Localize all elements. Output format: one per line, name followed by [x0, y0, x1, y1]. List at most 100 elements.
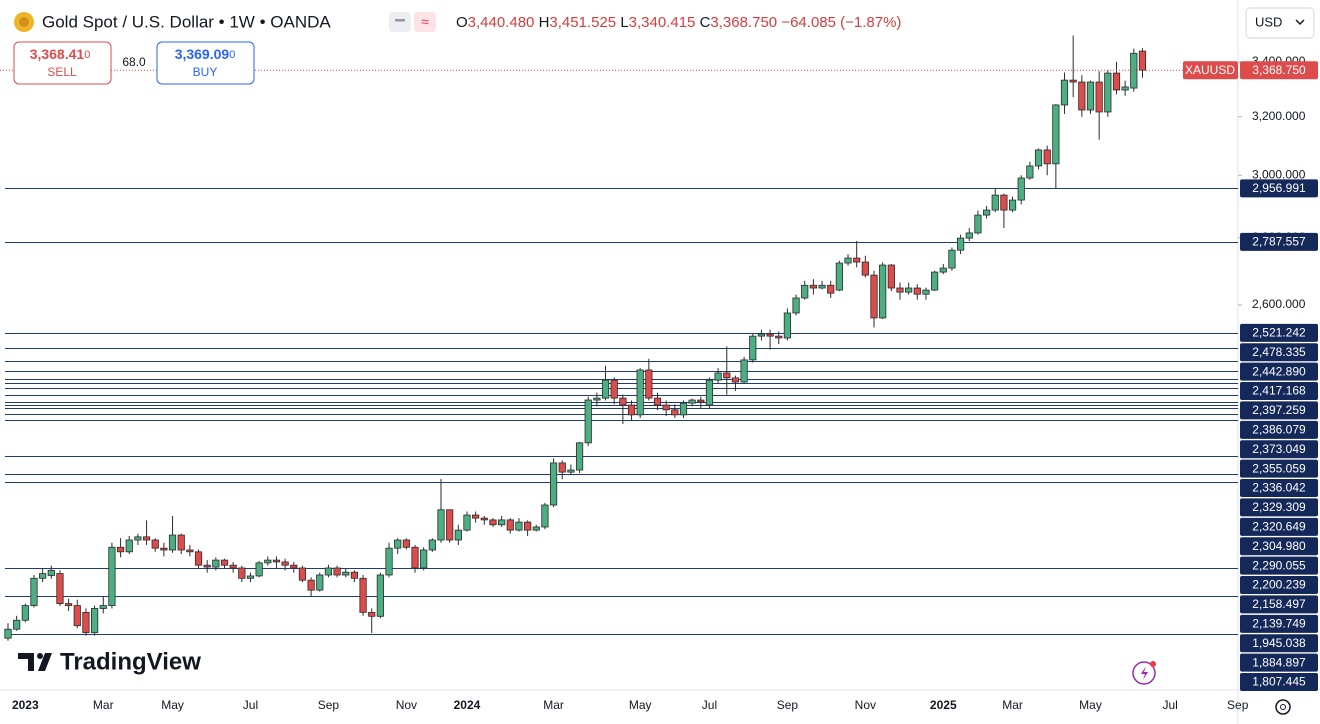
- candle-body: [818, 284, 826, 289]
- candle-body: [99, 605, 107, 609]
- candle-body: [740, 359, 748, 383]
- symbol-title: Gold Spot / U.S. Dollar • 1W • OANDA: [42, 12, 331, 31]
- candle-body: [853, 257, 861, 263]
- level-label-box: [1240, 343, 1318, 362]
- level-label: 2,787.557: [1252, 234, 1306, 248]
- candle-body: [82, 611, 90, 634]
- candle-body: [437, 509, 445, 541]
- candle-body: [1069, 79, 1077, 83]
- candle-body: [879, 264, 887, 319]
- sell-price: 3,368.410: [30, 46, 91, 62]
- candle-body: [662, 404, 670, 411]
- candle-body: [948, 249, 956, 269]
- x-tick-label: Sep: [1227, 698, 1249, 712]
- candle-body: [368, 611, 376, 617]
- level-label-box: [1240, 401, 1318, 420]
- dropdown-arrow: [1295, 19, 1305, 26]
- candle-body: [385, 547, 393, 576]
- ohlc-legend: O3,440.480 H3,451.525 L3,340.415 C3,368.…: [456, 14, 901, 31]
- x-tick-label: May: [629, 698, 652, 712]
- candle-body: [1121, 86, 1129, 91]
- candle-body: [783, 312, 792, 339]
- candle-body: [801, 284, 809, 299]
- candle-body: [324, 567, 333, 576]
- level-label-box: [1240, 179, 1318, 198]
- candle-body: [480, 517, 488, 521]
- candle-body: [402, 539, 410, 548]
- level-label: 2,386.079: [1252, 422, 1306, 436]
- brand-name: TradingView: [60, 648, 201, 675]
- level-label: 1,807.445: [1252, 675, 1306, 689]
- currency-box[interactable]: [1245, 7, 1315, 39]
- candle-body: [489, 519, 497, 526]
- candle-body: [541, 504, 549, 528]
- x-tick-label: Jul: [1163, 698, 1178, 712]
- plot-area: [0, 35, 1238, 641]
- level-label-box: [1240, 362, 1318, 381]
- buy-button[interactable]: 3,369.090 BUY: [156, 41, 255, 85]
- candle-body: [342, 571, 350, 576]
- buy-label: BUY: [193, 65, 218, 79]
- x-tick-label: Sep: [777, 698, 799, 712]
- candle-body: [584, 399, 592, 444]
- x-tick-label: 2025: [930, 698, 957, 712]
- ohlc-value: 3,440.480: [468, 14, 535, 31]
- candle-body: [749, 335, 757, 361]
- candle-body: [1043, 149, 1051, 165]
- settings-icon[interactable]: [1275, 699, 1291, 715]
- candle-body: [896, 287, 904, 293]
- candle-body: [982, 209, 991, 216]
- candle-body: [298, 567, 307, 581]
- currency-select[interactable]: USD: [1245, 7, 1315, 39]
- brand-logo: TradingView: [18, 648, 201, 675]
- candle-body: [1138, 50, 1147, 71]
- x-tick-label: Mar: [1002, 698, 1023, 712]
- flash-circle[interactable]: [1132, 661, 1156, 685]
- level-label-box: [1240, 673, 1318, 692]
- x-tick-label: 2024: [454, 698, 481, 712]
- candle-body: [255, 562, 263, 577]
- level-label: 2,521.242: [1252, 325, 1306, 339]
- candle-body: [246, 575, 255, 579]
- candle-body: [731, 377, 740, 383]
- candle-body: [931, 271, 939, 291]
- level-label: 2,304.980: [1252, 539, 1306, 553]
- sell-box[interactable]: [13, 41, 112, 85]
- candle-body: [922, 289, 930, 295]
- level-label: 2,329.309: [1252, 500, 1306, 514]
- sell-button[interactable]: 3,368.410 SELL: [13, 41, 112, 85]
- flash-icon[interactable]: [1132, 661, 1156, 685]
- candle-body: [766, 333, 774, 337]
- candle-body: [454, 529, 462, 541]
- buy-price-pip: 0: [229, 49, 235, 61]
- level-label-box: [1240, 420, 1318, 439]
- candle-body: [116, 546, 125, 553]
- candle-body: [281, 561, 289, 566]
- buy-price: 3,369.090: [175, 46, 236, 62]
- level-label-box: [1240, 232, 1318, 251]
- candle-body: [757, 333, 766, 337]
- candle-body: [428, 539, 436, 551]
- candle-body: [125, 539, 133, 553]
- level-label-box: [1240, 614, 1318, 633]
- candle-body: [307, 579, 315, 591]
- candle-body: [1130, 52, 1138, 89]
- ohlc-key: L: [620, 14, 628, 31]
- candle-body: [558, 462, 566, 473]
- candle-body: [290, 564, 298, 569]
- candle-body: [619, 397, 627, 406]
- candle-body: [151, 539, 159, 549]
- gear[interactable]: [1275, 699, 1291, 715]
- level-label-box: [1240, 653, 1318, 672]
- candle-body: [705, 379, 714, 406]
- candle-body: [108, 546, 116, 606]
- candle-body: [861, 261, 869, 276]
- candle-body: [1008, 199, 1017, 211]
- candle-body: [653, 397, 662, 406]
- ohlc-value: 3,368.750: [710, 14, 777, 31]
- ohlc-value: 3,340.415: [629, 14, 696, 31]
- gear-hub: [1280, 704, 1286, 710]
- ohlc-key: H: [539, 14, 550, 31]
- buy-box[interactable]: [156, 41, 255, 85]
- level-label: 1,884.897: [1252, 655, 1306, 669]
